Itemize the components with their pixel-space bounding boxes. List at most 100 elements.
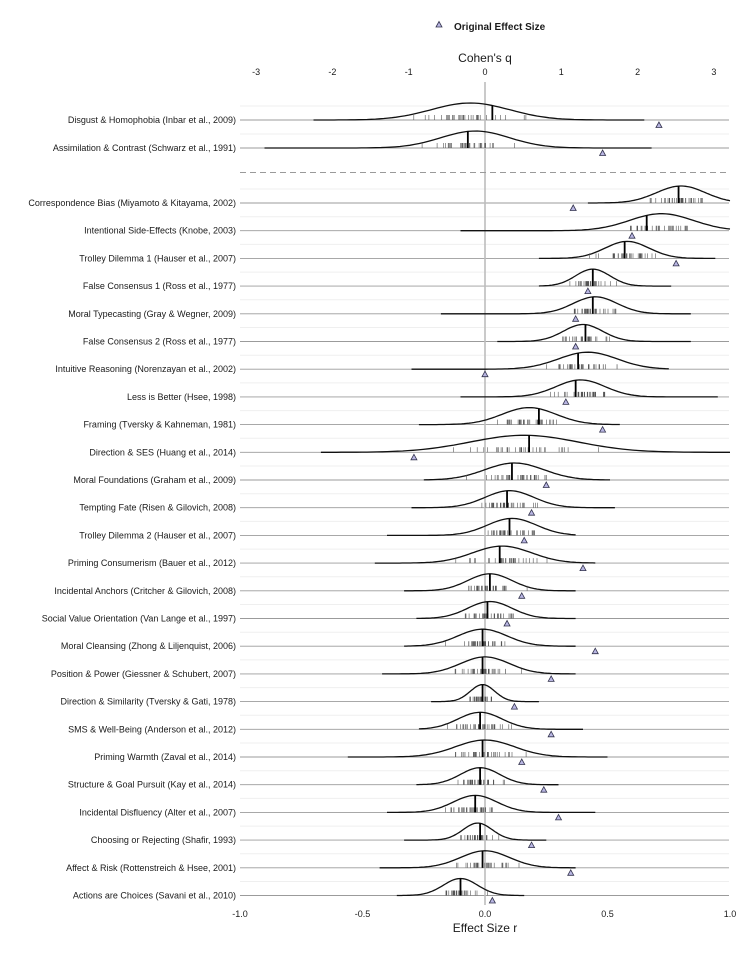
distribution-row: Position & Power (Giessner & Schubert, 2… [51, 656, 576, 682]
original-effect-marker [542, 481, 550, 488]
rug-ticks [457, 779, 505, 785]
row-label: Assimilation & Contrast (Schwarz et al.,… [53, 143, 236, 153]
rug-ticks [445, 641, 506, 647]
rug-ticks [447, 724, 512, 730]
original-effect-marker [672, 259, 680, 267]
original-effect-marker [540, 785, 548, 793]
row-label: Less is Better (Hsee, 1998) [127, 392, 236, 402]
row-label: False Consensus 1 (Ross et al., 1977) [83, 281, 236, 291]
distribution-row: Choosing or Rejecting (Shafir, 1993) [91, 822, 547, 848]
rug-ticks [630, 225, 688, 231]
original-effect-marker [562, 398, 570, 405]
row-label: Direction & SES (Huang et al., 2014) [89, 447, 236, 457]
row-label: Tempting Fate (Risen & Gilovich, 2008) [79, 503, 236, 513]
top-tick-label: 0 [482, 67, 487, 77]
density-curve [347, 739, 608, 758]
row-label: Affect & Risk (Rottenstreich & Hsee, 200… [66, 863, 236, 873]
rug-ticks [573, 308, 617, 314]
original-effect-marker [518, 758, 526, 765]
original-effect-marker [584, 287, 592, 295]
distribution-row: Trolley Dilemma 2 (Hauser et al., 2007) [79, 517, 576, 544]
top-tick-label: 2 [635, 67, 640, 77]
density-curve [460, 379, 718, 398]
bottom-tick-label: -1.0 [232, 909, 248, 919]
original-effect-marker [579, 564, 587, 571]
row-label: Incidental Anchors (Critcher & Gilovich,… [54, 586, 236, 596]
original-effect-marker [655, 121, 663, 128]
distribution-row: Moral Foundations (Graham et al., 2009) [73, 462, 610, 488]
distribution-row: False Consensus 1 (Ross et al., 1977) [83, 268, 672, 295]
distribution-row: Intentional Side-Effects (Knobe, 2003) [84, 213, 731, 239]
density-curve [379, 850, 576, 869]
rug-ticks [546, 364, 618, 370]
density-curve [264, 130, 652, 149]
distribution-row: Intuitive Reasoning (Norenzayan et al., … [55, 351, 669, 378]
distribution-row: Less is Better (Hsee, 1998) [127, 379, 718, 405]
distribution-row: SMS & Well-Being (Anderson et al., 2012) [68, 711, 583, 738]
row-label: Disgust & Homophobia (Inbar et al., 2009… [68, 115, 236, 125]
row-label: Actions are Choices (Savani et al., 2010… [73, 891, 236, 901]
top-axis: -3 -2 -1 0 1 2 3 [252, 67, 716, 77]
row-label: Incidental Disfluency (Alter et al., 200… [79, 807, 236, 817]
original-effect-marker [567, 868, 575, 876]
distribution-row: False Consensus 2 (Ross et al., 1977) [83, 323, 691, 350]
row-label: Correspondence Bias (Miyamoto & Kitayama… [28, 198, 236, 208]
row-label: Intentional Side-Effects (Knobe, 2003) [84, 226, 236, 236]
density-curve [587, 185, 731, 204]
density-curve [418, 406, 620, 426]
legend: Original Effect Size [435, 20, 546, 33]
density-curve [374, 545, 596, 564]
distribution-row: Social Value Orientation (Van Lange et a… [42, 600, 576, 627]
rug-ticks [487, 530, 535, 536]
original-effect-marker [547, 730, 555, 738]
legend-label: Original Effect Size [454, 22, 546, 33]
top-axis-title: Cohen's q [458, 51, 512, 65]
top-tick-label: 1 [559, 67, 564, 77]
original-effect-marker [628, 231, 636, 239]
original-effect-marker [591, 647, 599, 655]
rug-ticks [497, 419, 557, 425]
legend-triangle-icon [435, 20, 443, 28]
original-effect-marker [571, 314, 580, 322]
rug-ticks [469, 696, 492, 702]
top-tick-label: 3 [711, 67, 716, 77]
row-label: Priming Consumerism (Bauer et al., 2012) [68, 558, 236, 568]
original-effect-marker [547, 675, 555, 682]
row-label: Moral Foundations (Graham et al., 2009) [73, 475, 236, 485]
density-curve [418, 711, 583, 730]
row-label: Trolley Dilemma 2 (Hauser et al., 2007) [79, 530, 236, 540]
density-curve [404, 628, 576, 647]
density-curve [411, 351, 669, 370]
density-curve [460, 213, 731, 232]
rug-ticks [466, 475, 547, 480]
rug-ticks [456, 862, 520, 868]
top-tick-label: -1 [405, 67, 413, 77]
density-curve [411, 490, 615, 509]
rug-ticks [455, 558, 548, 564]
bottom-tick-label: -0.5 [355, 909, 371, 919]
distribution-row: Incidental Disfluency (Alter et al., 200… [79, 794, 596, 821]
row-label: Position & Power (Giessner & Schubert, 2… [51, 669, 236, 679]
distribution-row: Actions are Choices (Savani et al., 2010… [73, 877, 525, 904]
bottom-axis: -1.0 -0.5 0.0 0.5 1.0 [232, 909, 736, 919]
rug-ticks [453, 447, 599, 453]
distribution-row: Assimilation & Contrast (Schwarz et al.,… [53, 130, 652, 156]
bottom-tick-label: 0.0 [479, 909, 492, 919]
rug-ticks [464, 613, 514, 619]
bottom-tick-label: 0.5 [601, 909, 614, 919]
rug-ticks [455, 752, 527, 757]
row-label: Structure & Goal Pursuit (Kay et al., 20… [68, 780, 236, 790]
rug-ticks [454, 668, 522, 674]
original-effect-marker [520, 536, 528, 544]
original-effect-marker [571, 342, 580, 350]
distribution-row: Incidental Anchors (Critcher & Gilovich,… [54, 573, 576, 599]
rug-ticks [649, 198, 703, 203]
rug-ticks [413, 115, 527, 120]
bottom-axis-title: Effect Size r [453, 921, 517, 935]
distribution-row: Affect & Risk (Rottenstreich & Hsee, 200… [66, 850, 576, 876]
rug-ticks [445, 890, 488, 896]
original-effect-marker [503, 619, 511, 627]
row-label: Moral Typecasting (Gray & Wegner, 2009) [68, 309, 236, 319]
distribution-row: Trolley Dilemma 1 (Hauser et al., 2007) [79, 240, 716, 267]
row-label: Intuitive Reasoning (Norenzayan et al., … [55, 364, 236, 374]
